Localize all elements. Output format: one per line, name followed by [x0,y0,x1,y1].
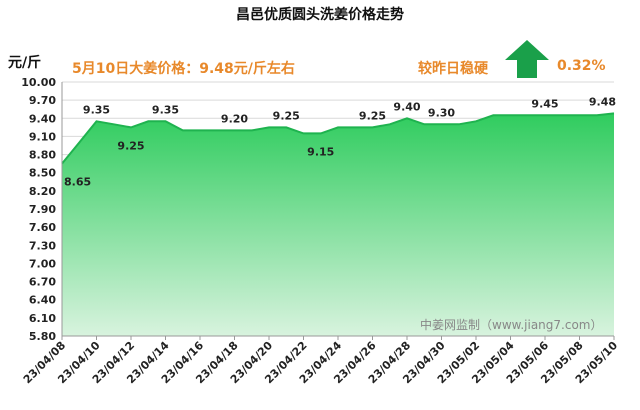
y-tick-label: 6.40 [29,294,56,307]
data-label: 9.40 [393,100,420,113]
data-label: 9.48 [589,95,616,108]
y-unit-label: 元/斤 [8,55,42,71]
data-label: 8.65 [64,176,91,189]
y-tick-label: 8.20 [29,185,56,198]
data-label: 9.30 [428,106,455,119]
y-tick-label: 7.00 [29,257,56,270]
data-label: 9.25 [359,109,386,122]
y-tick-label: 7.60 [29,221,56,234]
y-tick-label: 7.90 [29,203,56,216]
y-tick-label: 8.80 [29,149,56,162]
y-tick-label: 9.10 [29,130,56,143]
data-label: 9.35 [152,103,179,116]
y-tick-label: 6.10 [29,312,56,325]
watermark: 中姜网监制（www.jiang7.com） [420,318,603,332]
data-label: 9.20 [221,112,248,125]
data-label: 9.25 [117,139,144,152]
compare-text: 较昨日稳硬 [418,61,488,77]
y-tick-label: 8.50 [29,167,56,180]
y-tick-label: 10.00 [21,76,56,89]
data-label: 9.25 [273,109,300,122]
y-tick-label: 7.30 [29,239,56,252]
up-arrow-icon [505,40,549,78]
y-tick-label: 9.70 [29,94,56,107]
data-label: 9.45 [531,97,558,110]
y-tick-label: 9.40 [29,112,56,125]
y-tick-label: 5.80 [29,330,56,343]
chart-title: 昌邑优质圆头洗姜价格走势 [236,7,404,23]
area-fill [62,113,614,337]
price-summary: 5月10日大姜价格：9.48元/斤左右 [72,61,295,77]
y-tick-label: 6.70 [29,276,56,289]
data-label: 9.15 [307,145,334,158]
series-line [61,112,615,165]
change-percent: 0.32% [557,58,606,74]
data-label: 9.35 [83,103,110,116]
